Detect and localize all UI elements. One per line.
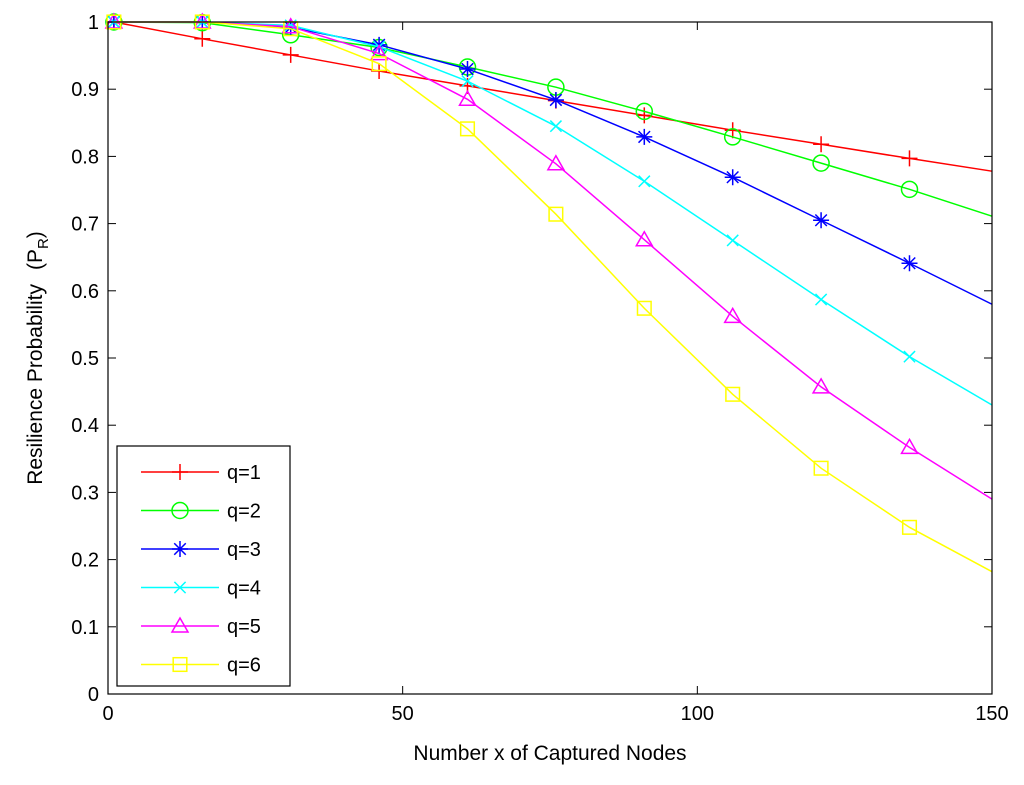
triangle-marker <box>193 12 212 29</box>
star-marker <box>724 169 741 186</box>
circle-marker <box>723 128 742 146</box>
legend-item: q=1 <box>141 462 261 484</box>
triangle-marker <box>900 437 919 455</box>
y-tick-label: 0.4 <box>71 415 99 437</box>
square-marker <box>548 206 564 222</box>
triangle-marker <box>170 616 190 633</box>
y-tick-label: 0.2 <box>71 550 99 572</box>
y-tick-label: 0.1 <box>71 617 99 639</box>
y-tick-label: 0.6 <box>71 281 99 303</box>
series-line <box>113 21 993 217</box>
plus-marker <box>813 136 830 153</box>
legend-label: q=5 <box>227 616 261 638</box>
x-tick-label: 100 <box>681 703 714 725</box>
legend-item: q=4 <box>141 578 261 600</box>
circle-marker <box>812 154 830 172</box>
y-tick-label: 1 <box>88 12 99 34</box>
plus-marker <box>282 46 299 63</box>
star-marker <box>901 255 918 272</box>
triangle-marker <box>723 306 742 324</box>
y-tick-label: 0.8 <box>71 146 99 168</box>
legend-label: q=4 <box>227 578 261 600</box>
star-marker <box>636 128 653 145</box>
plus-marker <box>172 464 188 480</box>
x-marker <box>549 120 563 133</box>
legend-label: q=6 <box>227 655 261 677</box>
series-layer <box>104 12 993 573</box>
legend: q=1 q=2 q=3 q=4 q=5 q=6 <box>116 445 291 687</box>
axes-layer: 0 50 100 150 0 0.1 0.2 0.3 0.4 0.5 0.6 0.7 0.8 0.9 1 <box>71 12 1009 725</box>
y-axis-label-symbol: (P <box>24 249 47 270</box>
plus-marker <box>194 30 211 47</box>
triangle-marker <box>104 12 124 29</box>
y-tick-label: 0 <box>88 684 99 706</box>
x-marker <box>726 234 739 247</box>
y-axis-label: Resilience Probability (PR) <box>24 231 52 485</box>
x-marker <box>903 350 916 363</box>
square-marker <box>371 56 387 72</box>
y-axis-label-group: Resilience Probability (PR) <box>24 231 52 485</box>
square-marker <box>459 121 476 137</box>
circle-marker <box>171 501 189 520</box>
y-tick-label: 0.9 <box>71 79 99 101</box>
x-marker <box>814 293 828 306</box>
series-line <box>113 21 993 500</box>
square-marker <box>636 300 652 316</box>
y-axis-label-close: ) <box>24 231 47 238</box>
star-marker <box>813 212 830 229</box>
x-marker <box>461 75 474 88</box>
legend-item: q=2 <box>141 501 261 523</box>
legend-item: q=6 <box>141 655 261 677</box>
y-tick-label: 0.5 <box>71 348 99 370</box>
square-marker <box>172 656 188 673</box>
x-marker <box>638 175 651 188</box>
legend-box <box>116 445 291 687</box>
x-tick-label: 0 <box>102 703 113 725</box>
y-axis-label-subscript: R <box>35 238 52 249</box>
star-marker <box>547 91 564 108</box>
triangle-marker <box>281 17 300 34</box>
star-marker <box>172 541 188 557</box>
plus-marker <box>901 150 918 167</box>
x-axis-label: Number x of Captured Nodes <box>413 742 686 765</box>
triangle-marker <box>369 44 389 61</box>
x-marker <box>173 581 187 594</box>
square-marker <box>725 386 741 402</box>
triangle-marker <box>458 89 477 107</box>
legend-item: q=5 <box>141 616 261 638</box>
y-axis-label-text: Resilience Probability <box>24 284 47 485</box>
x-tick-label: 50 <box>392 703 414 725</box>
legend-label: q=3 <box>227 539 261 561</box>
triangle-marker <box>546 154 566 171</box>
series-line <box>113 21 993 573</box>
square-marker <box>901 519 918 535</box>
circle-marker <box>900 180 919 199</box>
triangle-marker <box>635 230 654 247</box>
y-tick-label: 0.3 <box>71 482 99 504</box>
legend-item: q=3 <box>141 539 261 561</box>
square-marker <box>813 460 829 476</box>
legend-label: q=1 <box>227 462 261 484</box>
plus-marker <box>636 107 653 124</box>
y-tick-label: 0.7 <box>71 214 99 236</box>
series-q5 <box>104 12 993 500</box>
x-tick-label: 150 <box>975 703 1008 725</box>
triangle-marker <box>811 377 831 394</box>
legend-label: q=2 <box>227 501 261 523</box>
star-marker <box>459 61 476 78</box>
circle-marker <box>635 102 654 121</box>
